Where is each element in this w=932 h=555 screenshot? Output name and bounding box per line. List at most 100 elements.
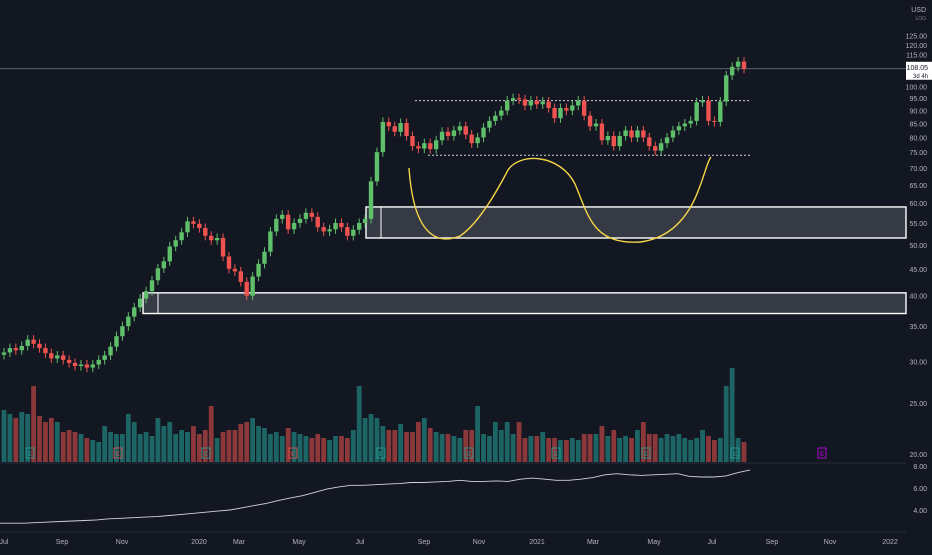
candle-body bbox=[61, 355, 66, 360]
volume-bar bbox=[262, 428, 267, 462]
volume-bar bbox=[297, 434, 303, 462]
volume-bar bbox=[196, 434, 202, 462]
earnings-marker-box bbox=[817, 447, 827, 459]
candle-body bbox=[735, 61, 741, 67]
time-axis-label: Jul bbox=[356, 539, 365, 546]
volume-bar bbox=[623, 436, 628, 462]
volume-bar bbox=[706, 436, 711, 462]
earnings-marker-label: E bbox=[291, 452, 295, 458]
candle-body bbox=[66, 359, 72, 363]
volume-bar bbox=[380, 426, 386, 462]
time-axis-label: Nov bbox=[824, 539, 837, 546]
candle-body bbox=[137, 298, 143, 308]
volume-bar bbox=[344, 438, 350, 462]
volume-bar bbox=[268, 434, 273, 462]
candle-body bbox=[185, 221, 190, 233]
volume-bar bbox=[90, 440, 96, 462]
volume-bar bbox=[421, 418, 427, 462]
volume-bar bbox=[492, 422, 498, 462]
volume-bar bbox=[700, 430, 705, 462]
price-tick-label: 85.00 bbox=[909, 122, 927, 129]
candle-body bbox=[451, 130, 457, 136]
candle-body bbox=[25, 339, 30, 346]
volume-bar bbox=[694, 438, 700, 462]
candle-body bbox=[469, 134, 474, 144]
volume-bar bbox=[143, 432, 149, 462]
candle-body bbox=[114, 336, 119, 347]
candle-body bbox=[179, 232, 184, 241]
currency-label[interactable]: USD bbox=[911, 7, 926, 14]
price-tick-label: 50.00 bbox=[909, 243, 927, 250]
candle-body bbox=[297, 218, 303, 223]
candle-body bbox=[617, 135, 622, 147]
volume-bar bbox=[96, 442, 102, 462]
time-axis-label: 2020 bbox=[191, 539, 207, 546]
candle-body bbox=[173, 240, 178, 247]
earnings-marker-box bbox=[201, 447, 211, 459]
volume-bar bbox=[558, 440, 563, 462]
candle-body bbox=[149, 280, 155, 292]
candle-body bbox=[303, 212, 309, 219]
candle-body bbox=[37, 343, 42, 349]
candle-body bbox=[203, 228, 208, 236]
volume-bar bbox=[552, 438, 557, 462]
volume-bar bbox=[717, 438, 723, 462]
indicator-tick-label: 8.00 bbox=[913, 464, 927, 471]
time-axis-label: May bbox=[647, 539, 661, 546]
time-axis-label: Jul bbox=[708, 539, 717, 546]
volume-bar bbox=[60, 432, 66, 462]
candle-body bbox=[220, 237, 226, 257]
indicator-pane bbox=[0, 462, 906, 524]
volume-bar bbox=[339, 436, 344, 462]
price-tick-label: 25.00 bbox=[909, 401, 927, 408]
indicator-axis[interactable]: 8.00 6.00 4.00 bbox=[913, 464, 927, 515]
price-axis[interactable]: 125.00120.00115.00110.00105.00100.0095.0… bbox=[906, 34, 932, 460]
volume-bar bbox=[398, 424, 404, 462]
candle-body bbox=[629, 130, 634, 138]
volume-bar bbox=[208, 406, 214, 462]
candle-body bbox=[475, 137, 480, 144]
earnings-marker-box bbox=[113, 447, 123, 459]
volume-bar bbox=[256, 426, 261, 462]
volume-bar bbox=[173, 434, 179, 462]
volume-bar bbox=[303, 436, 309, 462]
volume-bar bbox=[273, 432, 279, 462]
price-tick-label: 45.00 bbox=[909, 267, 927, 274]
candle-body bbox=[244, 281, 249, 296]
volume-bar bbox=[48, 418, 54, 462]
price-tick-label: 125.00 bbox=[906, 34, 928, 41]
volume-bar bbox=[469, 430, 475, 462]
volume-bar bbox=[161, 426, 167, 462]
candle-body bbox=[84, 364, 90, 368]
volume-bar bbox=[564, 440, 569, 462]
time-axis-label: Sep bbox=[56, 539, 69, 546]
volume-bar bbox=[723, 386, 729, 462]
candle-body bbox=[19, 345, 24, 351]
price-tick-label: 80.00 bbox=[909, 135, 927, 142]
volume-bar bbox=[244, 422, 250, 462]
candle-body bbox=[410, 135, 415, 147]
earnings-marker-box bbox=[730, 447, 740, 459]
volume-bar bbox=[735, 438, 741, 462]
candle-body bbox=[546, 101, 551, 108]
volume-bar bbox=[439, 434, 445, 462]
candle-body bbox=[534, 100, 539, 105]
candle-body bbox=[132, 307, 137, 317]
volume-bar bbox=[712, 440, 717, 462]
candle-body bbox=[55, 355, 60, 359]
volume-bar bbox=[37, 416, 42, 462]
price-tick-label: 75.00 bbox=[909, 150, 927, 157]
volume-bar bbox=[386, 430, 392, 462]
time-axis[interactable]: Jul Sep Nov 2020 Mar May Jul Sep Nov 2021 Mar May Ju… bbox=[0, 531, 906, 546]
volume-bar bbox=[599, 426, 605, 462]
earnings-marker-label: E bbox=[554, 452, 558, 458]
support-zone bbox=[142, 292, 907, 315]
candle-body bbox=[31, 339, 36, 344]
candle-body bbox=[718, 101, 723, 122]
volume-bar bbox=[498, 430, 504, 462]
volume-bar bbox=[427, 428, 433, 462]
